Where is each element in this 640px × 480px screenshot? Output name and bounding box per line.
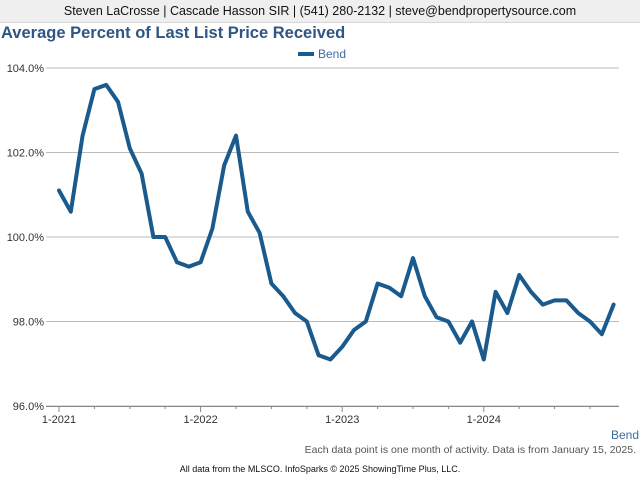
data-footnote: Each data point is one month of activity… (304, 444, 636, 456)
data-point (612, 303, 616, 307)
data-point (517, 273, 521, 277)
data-point (458, 341, 462, 345)
data-point (92, 87, 96, 91)
data-point (553, 298, 557, 302)
data-point (104, 83, 108, 87)
data-point (423, 294, 427, 298)
y-tick-label: 104.0% (7, 63, 45, 75)
contact-header: Steven LaCrosse | Cascade Hasson SIR | (… (0, 0, 640, 23)
data-point (293, 311, 297, 315)
data-point (128, 146, 132, 150)
data-point (81, 134, 85, 138)
data-point (187, 264, 191, 269)
data-point (446, 319, 450, 324)
y-axis-ticks: 96.0% 98.0% 100.0% 102.0% 104.0% (7, 63, 45, 413)
data-point (529, 290, 533, 294)
data-point (258, 231, 262, 235)
chart-title: Average Percent of Last List Price Recei… (1, 24, 346, 42)
series-line-bend (57, 82, 616, 362)
y-tick-label: 100.0% (7, 232, 45, 244)
data-point (305, 319, 309, 324)
data-point (340, 345, 344, 349)
series-bend (57, 82, 616, 362)
y-tick-label: 96.0% (13, 401, 44, 413)
data-point (435, 315, 439, 319)
data-point (246, 210, 250, 214)
data-point (364, 319, 368, 324)
data-point (175, 260, 179, 264)
data-point (57, 188, 61, 193)
x-axis: 1-2021 1-2022 1-2023 1-2024 (42, 406, 619, 426)
data-point (564, 298, 569, 302)
data-point (163, 235, 167, 239)
data-point (576, 311, 580, 315)
data-point (140, 172, 144, 176)
data-point (588, 319, 592, 324)
data-point (116, 100, 120, 104)
legend-label-bend: Bend (318, 47, 346, 61)
data-point (269, 281, 273, 286)
data-point (376, 281, 380, 286)
data-point (411, 256, 415, 260)
data-point (234, 134, 238, 138)
data-point (387, 286, 391, 290)
legend: Bend (298, 47, 346, 61)
data-point (69, 210, 73, 214)
x-tick-label: 1-2023 (325, 414, 359, 426)
data-point (328, 357, 332, 362)
data-point (317, 353, 321, 357)
data-point (482, 357, 486, 362)
data-point (494, 290, 498, 294)
data-point (541, 303, 545, 307)
y-tick-label: 102.0% (7, 148, 45, 160)
x-tick-label: 1-2022 (183, 414, 217, 426)
data-point (600, 332, 604, 336)
data-point (199, 260, 203, 264)
data-point (470, 319, 474, 324)
corner-series-label: Bend (610, 428, 639, 442)
data-credit: All data from the MLSCO. InfoSparks © 20… (179, 464, 461, 474)
x-tick-label: 1-2024 (467, 414, 501, 426)
data-point (210, 226, 214, 231)
y-tick-label: 98.0% (13, 317, 44, 329)
data-point (222, 163, 226, 167)
data-point (505, 311, 509, 315)
x-tick-label: 1-2021 (42, 414, 76, 426)
contact-text: Steven LaCrosse | Cascade Hasson SIR | (… (63, 4, 577, 18)
data-point (281, 294, 285, 298)
data-point (151, 235, 155, 239)
data-point (352, 328, 356, 332)
data-point (399, 294, 403, 298)
